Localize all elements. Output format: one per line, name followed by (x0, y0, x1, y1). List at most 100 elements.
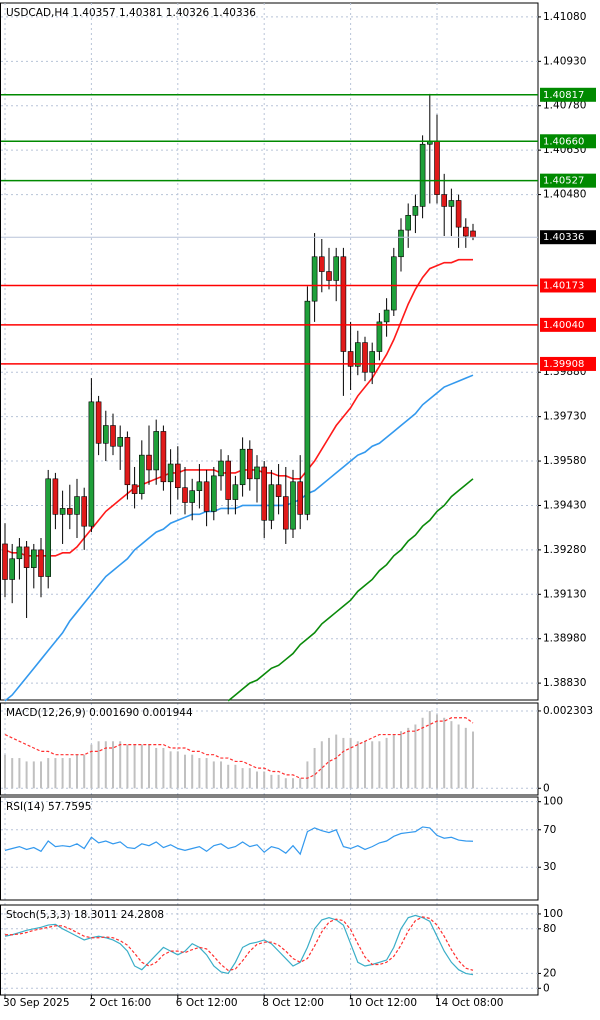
candle-body (261, 466, 268, 521)
y-tick-label: 1.40480 (543, 189, 586, 201)
histogram-bar (54, 758, 57, 789)
candle-body (290, 481, 296, 530)
y-tick-label: 100 (543, 908, 563, 920)
indicator-line (4, 826, 474, 856)
candle-body (333, 256, 340, 281)
histogram-bar (248, 768, 251, 789)
level-tag (540, 278, 596, 293)
histogram-bar (169, 751, 172, 789)
level-tag (540, 173, 596, 188)
histogram-bar (18, 758, 21, 789)
candle-body (9, 558, 15, 580)
histogram-bar (90, 744, 93, 789)
candle-body (254, 466, 260, 480)
histogram-bar (119, 741, 122, 789)
x-tick-label: 14 Oct 08:00 (435, 997, 503, 1009)
histogram-bar (227, 764, 230, 789)
candle-body (455, 200, 462, 228)
candle-body (67, 508, 73, 515)
histogram-bar (428, 711, 431, 789)
y-tick-label: 0.002303 (543, 705, 593, 717)
candle-body (347, 351, 354, 367)
histogram-bar (328, 737, 330, 789)
histogram-bar (284, 778, 287, 789)
candle-body (139, 454, 145, 494)
pane-title: Stoch(5,3,3) 18.3011 24.2808 (6, 909, 164, 921)
candle-body (462, 226, 469, 237)
y-tick-label: 1.39130 (543, 588, 586, 600)
candle-body (2, 543, 8, 580)
histogram-bar (184, 754, 186, 789)
candle-body (211, 475, 217, 512)
level-tag (540, 317, 596, 332)
histogram-bar (220, 761, 222, 789)
candle-body (103, 425, 109, 444)
histogram-bar (335, 734, 338, 789)
level-label: 1.40817 (543, 90, 584, 101)
candle-body (16, 546, 23, 560)
histogram-bar (385, 737, 388, 789)
histogram-bar (436, 714, 438, 789)
indicator-line (4, 374, 474, 702)
y-tick-label: 1.39280 (543, 544, 586, 556)
indicator-line (227, 478, 474, 702)
y-tick-label: 1.40780 (543, 100, 586, 112)
histogram-bar (349, 737, 352, 789)
histogram-bar (356, 741, 359, 789)
candle-body (275, 484, 282, 497)
indicator-line (5, 916, 474, 972)
candle-body (232, 484, 239, 500)
histogram-bar (148, 744, 150, 789)
candle-body (311, 256, 318, 302)
histogram-bar (256, 771, 258, 789)
candle-body (412, 206, 419, 216)
histogram-bar (464, 727, 467, 789)
candle-body (124, 437, 131, 486)
histogram-bar (234, 764, 237, 789)
histogram-bar (25, 761, 28, 789)
candle-body (153, 431, 159, 471)
candle-body (74, 496, 80, 515)
histogram-bar (364, 741, 366, 789)
histogram-bar (457, 724, 460, 789)
pane-frame (0, 796, 539, 901)
candle-body (405, 214, 412, 231)
candle-body (203, 481, 210, 512)
candle-body (304, 300, 311, 515)
histogram-bar (421, 717, 424, 789)
y-tick-label: 100 (543, 796, 563, 808)
histogram-bar (299, 778, 302, 789)
histogram-bar (414, 724, 417, 789)
y-tick-label: 0 (543, 782, 550, 794)
histogram-bar (371, 741, 374, 789)
pane-title: RSI(14) 57.7595 (6, 801, 91, 813)
candle-body (376, 321, 383, 352)
candle-body (354, 342, 361, 367)
candle-body (419, 143, 426, 207)
x-tick-label: 30 Sep 2025 (3, 997, 70, 1009)
pane-title: USDCAD,H4 1.40357 1.40381 1.40326 1.4033… (6, 7, 256, 19)
level-tag (540, 134, 596, 149)
histogram-bar (205, 758, 208, 789)
level-label: 1.40660 (543, 136, 584, 147)
candle-body (175, 463, 181, 489)
candle-body (167, 463, 174, 483)
histogram-bar (176, 751, 179, 789)
candle-body (470, 230, 476, 238)
x-tick-label: 2 Oct 16:00 (89, 997, 151, 1009)
y-tick-label: 30 (543, 861, 556, 873)
candle-body (59, 508, 66, 515)
candle-body (297, 481, 304, 515)
histogram-bar (306, 761, 309, 789)
level-tag (540, 356, 596, 371)
y-tick-label: 20 (543, 967, 556, 979)
indicator-line (4, 258, 473, 557)
indicator-line (4, 914, 474, 976)
histogram-bar (313, 747, 316, 789)
candle-body (160, 431, 167, 483)
histogram-bar (292, 778, 294, 789)
candle-body (247, 448, 253, 480)
candle-body (189, 490, 195, 503)
candle-body (117, 437, 123, 447)
candle-body (45, 478, 52, 577)
